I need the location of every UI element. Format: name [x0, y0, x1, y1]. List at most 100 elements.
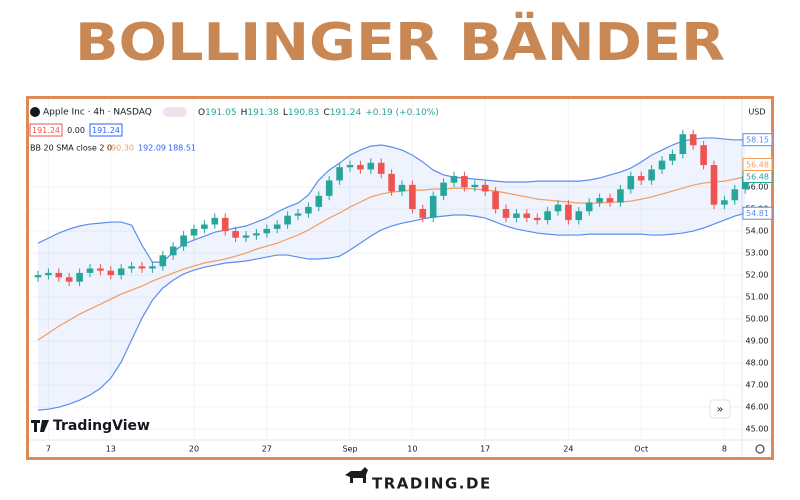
scroll-button[interactable] — [709, 399, 731, 419]
tv-logo — [31, 420, 49, 432]
candle-body — [596, 198, 603, 203]
candle-body — [637, 176, 645, 181]
candle-body — [679, 134, 687, 155]
candle-body — [357, 165, 364, 170]
indicator-basis: 190.30 — [106, 144, 134, 153]
ohlc-key: C — [323, 108, 329, 118]
candle-body — [700, 145, 707, 166]
y-tick-label: 54.00 — [746, 227, 769, 236]
candle-body — [429, 195, 437, 218]
candle-body — [263, 228, 271, 234]
candle-body — [471, 184, 479, 188]
candle-body — [533, 217, 541, 221]
indicator-label: BB 20 SMA close 2 0 — [30, 144, 112, 153]
x-tick-label: 10 — [407, 445, 417, 454]
candle-body — [575, 211, 583, 221]
price-label-box — [742, 206, 773, 220]
symbol-icon — [30, 107, 40, 117]
candle-body — [346, 165, 354, 168]
y-tick-label: 56.00 — [746, 183, 769, 192]
price-label-box — [742, 133, 773, 147]
candle-body — [273, 224, 281, 229]
overlay: Apple Inc · 4h · NASDAQ O191.05 H191.38 L1… — [29, 107, 766, 493]
candle-body — [658, 160, 666, 170]
ohlc-value: 190.83 — [288, 108, 320, 118]
candle-body — [669, 154, 676, 161]
ohlc-change: +0.19 (+0.10%) — [365, 108, 439, 118]
candle-body — [305, 206, 312, 214]
candle-body — [617, 189, 624, 203]
candle-body — [76, 272, 83, 282]
candle-body — [398, 184, 406, 192]
y-tick-label: 52.00 — [746, 271, 769, 280]
candle-body — [55, 272, 63, 278]
candle-body — [325, 180, 333, 196]
candle-body — [232, 231, 239, 238]
candle-body — [86, 268, 94, 273]
x-tick-label: 7 — [46, 445, 51, 454]
x-tick-label: Oct — [634, 445, 648, 454]
candle-body — [731, 189, 739, 201]
candle-body — [648, 169, 655, 181]
y-tick-label: 48.00 — [746, 359, 769, 368]
candle-body — [450, 176, 458, 183]
sell-price: 191.24 — [32, 126, 60, 135]
candle-body — [242, 235, 250, 238]
candle-body — [377, 162, 385, 174]
symbol: Apple Inc · 4h · NASDAQ — [43, 108, 152, 118]
indicator-lower: 188.51 — [168, 144, 196, 153]
candle-body — [721, 200, 728, 205]
ohlc-value: 191.24 — [330, 108, 362, 118]
candle-body — [419, 209, 427, 218]
y-tick-label: 49.00 — [746, 337, 769, 346]
buy-price: 191.24 — [92, 126, 120, 135]
x-tick-label: 20 — [189, 445, 199, 454]
candle-body — [201, 224, 208, 229]
settings-icon[interactable] — [755, 444, 765, 454]
candle-body — [253, 233, 260, 236]
ohlc-key: H — [241, 108, 248, 118]
candle-body — [169, 246, 177, 256]
sell-box[interactable] — [29, 123, 63, 137]
y-tick-label: 47.00 — [746, 381, 769, 390]
candle-body — [367, 162, 375, 170]
candle-body — [221, 217, 229, 232]
price-label: 54.81 — [746, 209, 769, 218]
watermark: TradingView — [53, 418, 150, 434]
page-title: BOLLINGER BÄNDER — [75, 12, 725, 73]
candle-body — [294, 213, 302, 216]
ohlc-value: 191.38 — [247, 108, 279, 118]
candle-body — [149, 266, 156, 269]
plot: 45.00 46.00 47.00 48.00 49.00 50.00 51.00 52.00… — [29, 99, 773, 454]
candle-body — [513, 213, 520, 218]
ohlc-value: 191.05 — [205, 108, 237, 118]
x-tick-label: 24 — [563, 445, 573, 454]
candle-body — [336, 167, 343, 181]
buy-box[interactable] — [89, 123, 123, 137]
candle-body — [45, 272, 52, 276]
candle-body — [211, 217, 219, 225]
candle-body — [284, 215, 291, 225]
candle-body — [159, 255, 167, 267]
candle-body — [97, 268, 104, 271]
currency: USD — [748, 108, 765, 117]
candle-body — [554, 204, 562, 212]
footer-brand: TRADING.DE — [372, 475, 492, 493]
upper-band — [37, 137, 746, 263]
ohlc-key: O — [198, 108, 205, 118]
bull-logo — [345, 467, 368, 483]
spread: 0.00 — [67, 126, 85, 135]
candle-body — [388, 173, 395, 192]
candle-body — [523, 213, 531, 218]
candle-body — [315, 195, 323, 207]
candle-body — [65, 277, 73, 282]
ohlc-key: L — [283, 108, 288, 118]
indicator-upper: 192.09 — [138, 144, 166, 153]
y-tick-label: 50.00 — [746, 315, 769, 324]
visibility-toggle[interactable] — [163, 107, 187, 117]
lower-band — [37, 212, 746, 411]
candle-body — [627, 176, 635, 190]
price-label: 56.48 — [746, 172, 769, 181]
